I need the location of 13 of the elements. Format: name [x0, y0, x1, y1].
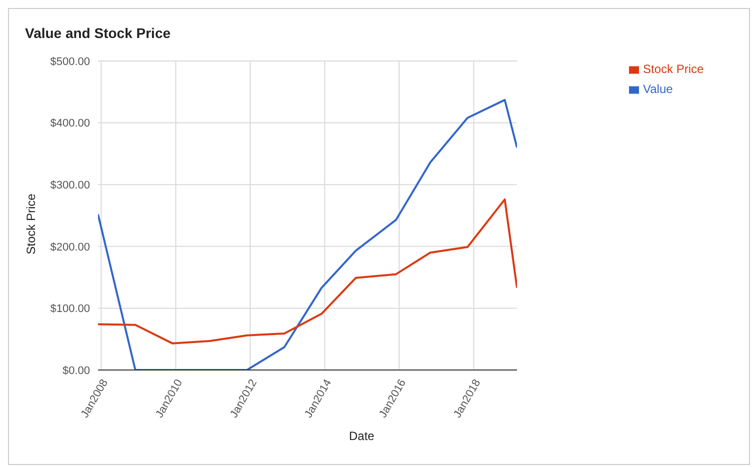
x-axis-title: Date: [349, 429, 374, 443]
y-tick-label: $300.00: [50, 180, 90, 192]
y-tick-label: $500.00: [50, 56, 90, 68]
y-tick-label: $100.00: [50, 303, 90, 316]
legend-label: Stock Price: [643, 62, 704, 76]
y-tick-label: $200.00: [50, 241, 90, 254]
line-series: [98, 98, 517, 370]
legend-label: Value: [643, 82, 673, 96]
y-tick-label: $0.00: [62, 364, 90, 377]
y-axis-title: Stock Price: [24, 194, 38, 254]
y-tick-label: $400.00: [50, 118, 90, 130]
line-series: [98, 198, 517, 344]
chart-title: Value and Stock Price: [25, 25, 171, 41]
